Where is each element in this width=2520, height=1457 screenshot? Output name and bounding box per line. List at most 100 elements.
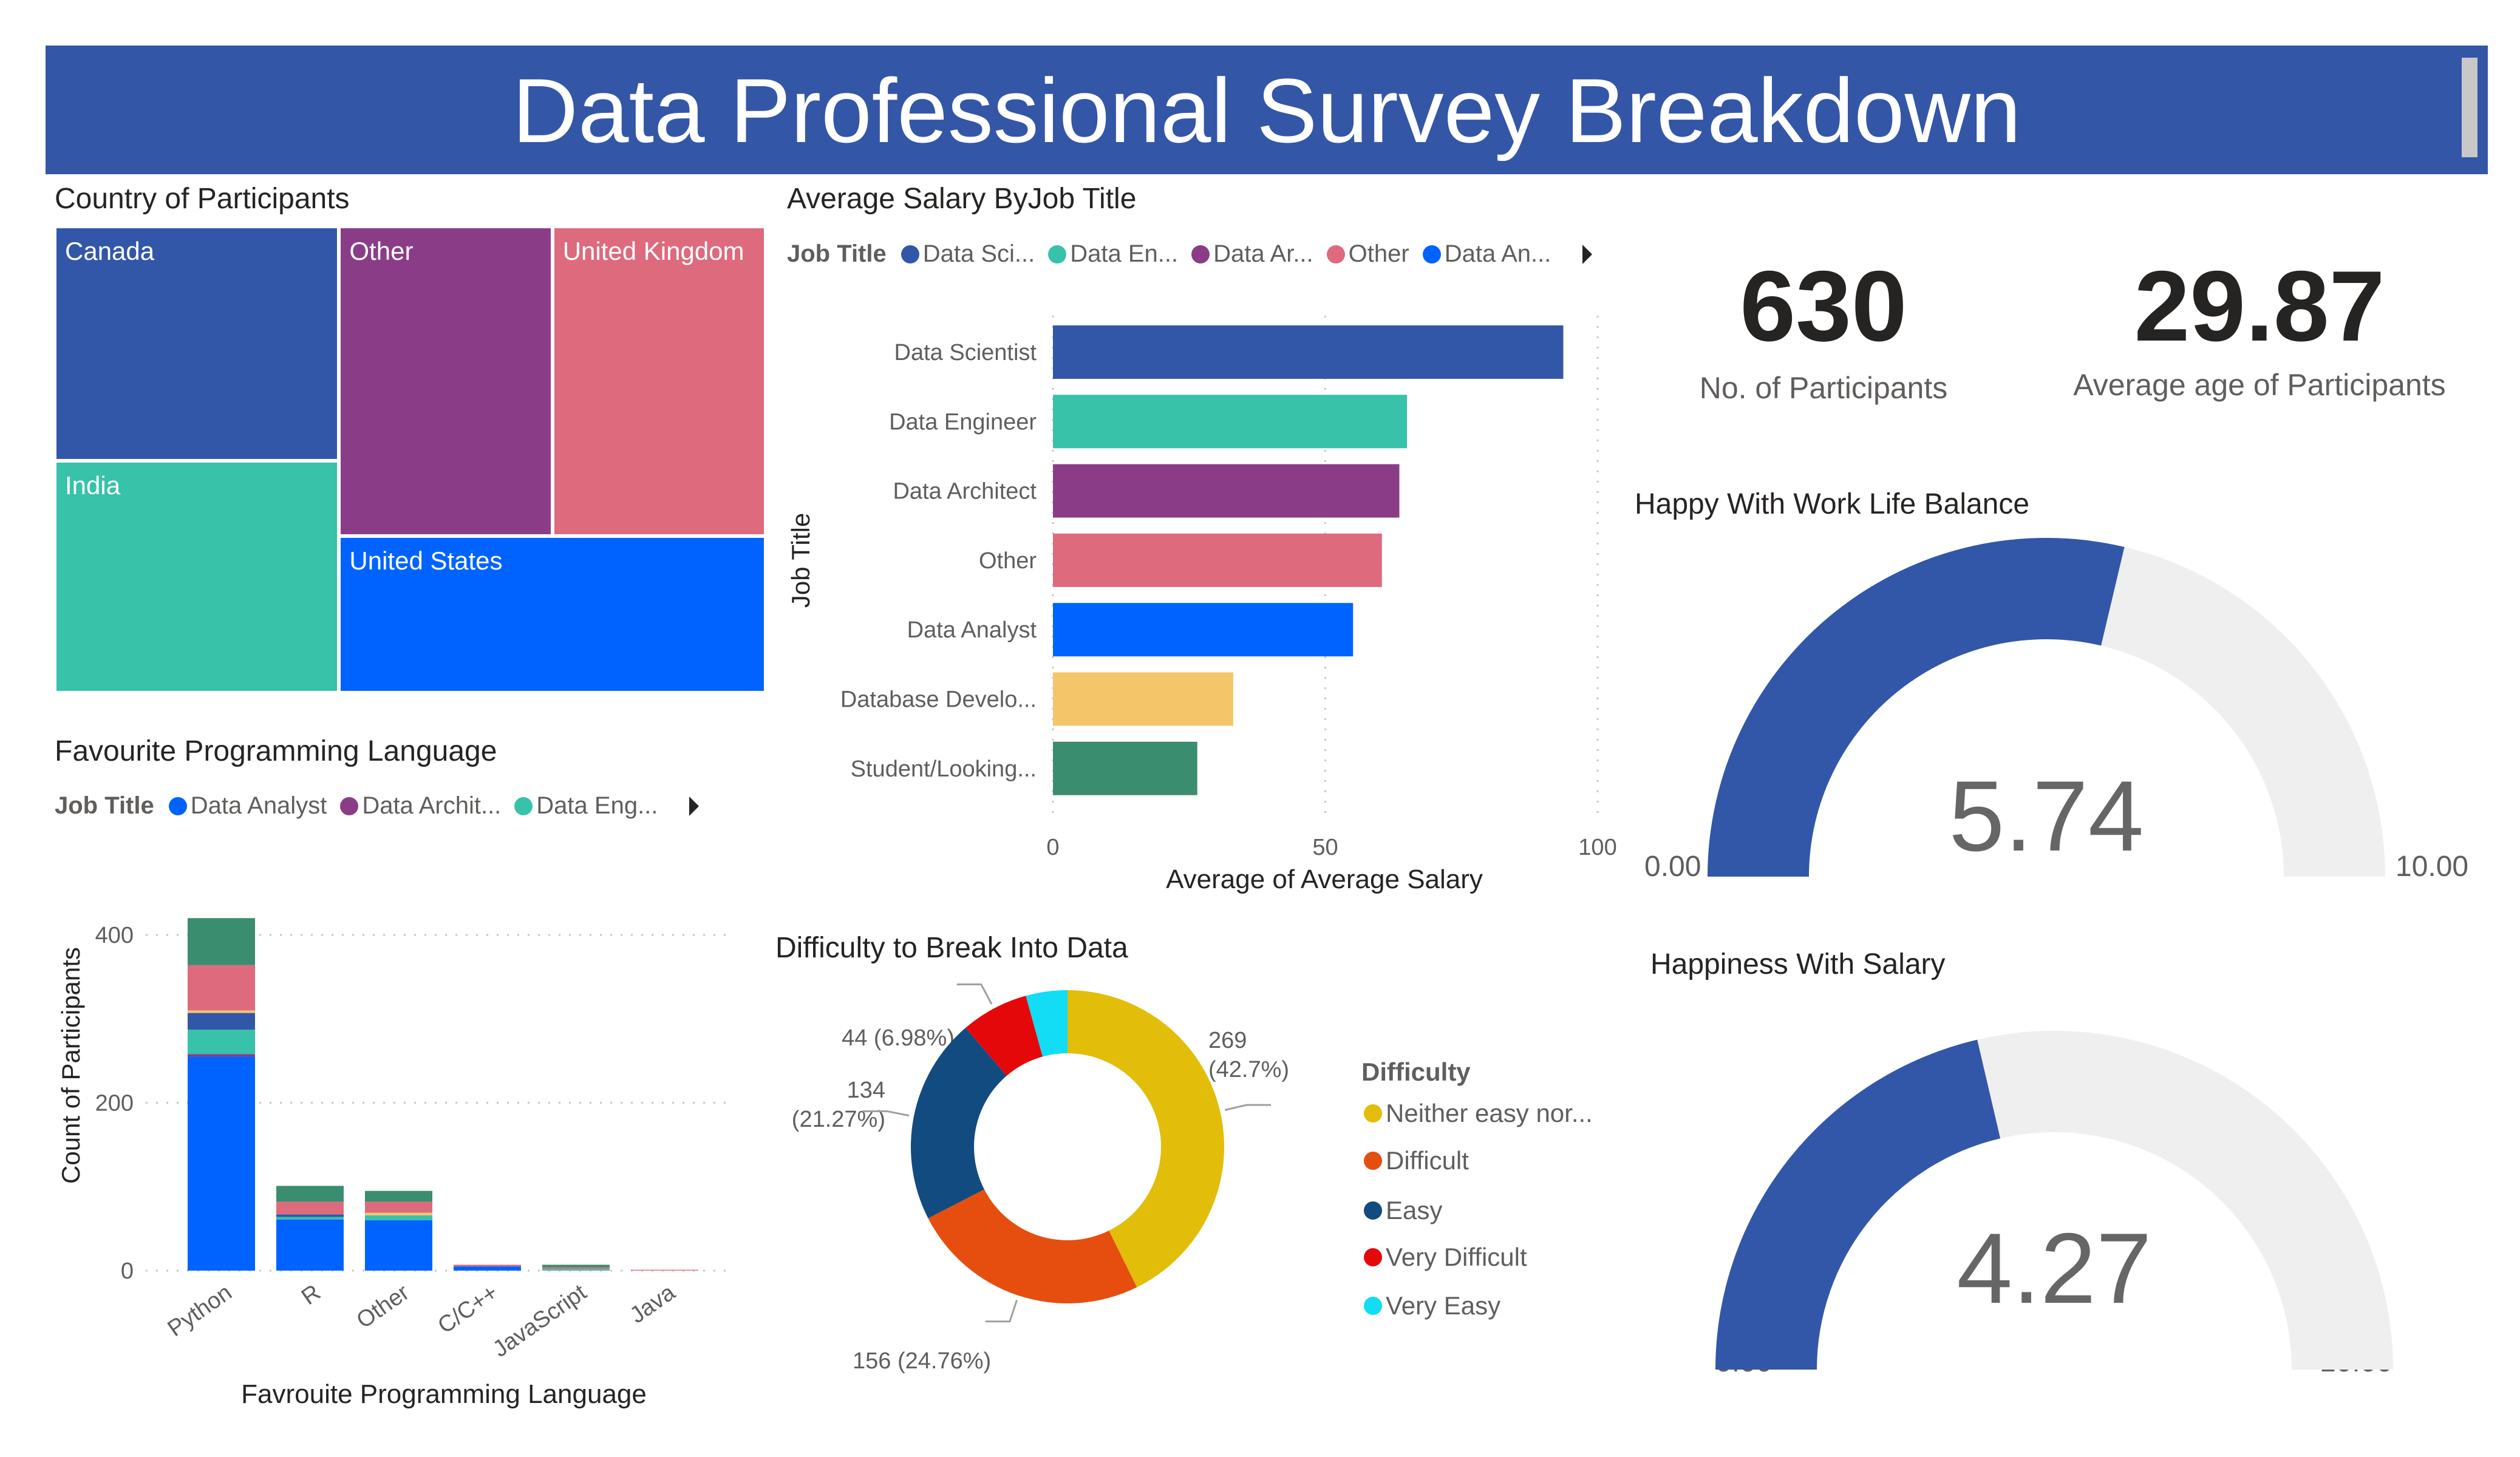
salary-bar[interactable]	[1053, 741, 1197, 795]
legend-item[interactable]: Data Analyst	[168, 792, 327, 820]
legend-dot-icon	[1364, 1104, 1382, 1122]
stacked-bar-segment[interactable]	[188, 1010, 255, 1013]
salary-bar[interactable]	[1053, 395, 1408, 449]
legend-dot-icon	[901, 245, 919, 263]
salary-x-axis-label: Average of Average Salary	[1166, 864, 1483, 894]
treemap-tile-united-kingdom[interactable]: United Kingdom	[552, 226, 766, 536]
stacked-bar-segment[interactable]	[365, 1215, 432, 1221]
legend-dot-icon	[1364, 1201, 1382, 1220]
salary-chart-title: Average Salary ByJob Title	[787, 183, 1137, 215]
treemap-label: Other	[349, 237, 414, 265]
donut-slice[interactable]	[1026, 990, 1068, 1057]
legend-item[interactable]: Data Eng...	[514, 792, 658, 820]
stacked-bar-segment[interactable]	[188, 1056, 255, 1271]
stacked-bar-segment[interactable]	[188, 965, 255, 1011]
legend-label: Very Easy	[1386, 1291, 1501, 1320]
leader-line	[985, 1300, 1018, 1323]
stacked-bar-segment[interactable]	[365, 1201, 432, 1213]
donut-slice[interactable]	[965, 996, 1043, 1076]
legend-label: Data Eng...	[536, 792, 658, 819]
donut-legend-item[interactable]: Easy	[1364, 1196, 1442, 1225]
x-tick-label: JavaScript	[488, 1280, 591, 1362]
salary-bar[interactable]	[1053, 325, 1564, 379]
legend-dot-icon	[514, 796, 533, 815]
stacked-bar-segment[interactable]	[188, 1013, 255, 1030]
leader-line	[1224, 1104, 1272, 1111]
treemap-tile-united-states[interactable]: United States	[339, 535, 766, 693]
kpi-avg-age-label: Average age of Participants	[2073, 368, 2446, 402]
stacked-bar-segment[interactable]	[542, 1267, 610, 1269]
stacked-bar-segment[interactable]	[365, 1220, 432, 1271]
stacked-bar-segment[interactable]	[188, 918, 255, 965]
legend-title: Job Title	[55, 792, 154, 819]
treemap-tile-india[interactable]: India	[55, 460, 339, 693]
lang-chart-title: Favourite Programming Language	[55, 735, 497, 767]
donut-slice[interactable]	[1068, 990, 1225, 1288]
stacked-bar-segment[interactable]	[454, 1265, 521, 1267]
legend-label: Data Sci...	[922, 240, 1035, 267]
stacked-bar-segment[interactable]	[365, 1212, 432, 1215]
legend-item[interactable]: Data An...	[1422, 240, 1551, 268]
dashboard-title: Data Professional Survey Breakdown	[512, 59, 2021, 161]
legend-dot-icon	[1364, 1152, 1382, 1170]
donut-slice[interactable]	[928, 1189, 1137, 1303]
legend-label: Data An...	[1444, 240, 1551, 267]
salary-bar[interactable]	[1053, 533, 1382, 587]
category-label: Student/Looking...	[851, 756, 1037, 782]
legend-label: Data Analyst	[190, 792, 327, 819]
donut-slice[interactable]	[910, 1028, 1007, 1218]
treemap-tile-other[interactable]: Other	[339, 226, 553, 536]
stacked-bar-segment[interactable]	[542, 1269, 610, 1271]
donut-legend-item[interactable]: Difficult	[1364, 1146, 1469, 1175]
legend-next-arrow-icon[interactable]	[689, 796, 700, 816]
gauge-work-life-title: Happy With Work Life Balance	[1635, 488, 2030, 520]
lang-x-axis-label: Favrouite Programming Language	[241, 1379, 647, 1409]
legend-next-arrow-icon[interactable]	[1582, 244, 1593, 264]
stacked-bar-segment[interactable]	[276, 1186, 344, 1202]
stacked-bar-segment[interactable]	[188, 1054, 255, 1057]
stacked-bar-segment[interactable]	[276, 1201, 344, 1215]
donut-legend-item[interactable]: Very Easy	[1364, 1291, 1500, 1320]
treemap-tile-canada[interactable]: Canada	[55, 226, 339, 461]
y-tick-label: 200	[95, 1091, 134, 1116]
legend-dot-icon	[168, 796, 187, 815]
donut-legend-title: Difficulty	[1361, 1058, 1471, 1086]
treemap-label: India	[65, 470, 121, 500]
salary-bar[interactable]	[1053, 464, 1400, 518]
y-tick-label: 0	[121, 1258, 134, 1284]
legend-label: Data En...	[1070, 240, 1179, 267]
donut-title: Difficulty to Break Into Data	[775, 932, 1128, 964]
stacked-bar-segment[interactable]	[276, 1214, 344, 1217]
donut-legend-item[interactable]: Neither easy nor...	[1364, 1099, 1593, 1128]
category-label: Data Analyst	[907, 617, 1037, 643]
legend-item[interactable]: Data En...	[1048, 240, 1178, 268]
legend-label: Easy	[1386, 1196, 1443, 1224]
lang-legend: Job Title Data Analyst Data Archit... Da…	[55, 792, 700, 820]
stacked-bar-segment[interactable]	[276, 1219, 344, 1271]
leader-line	[956, 983, 993, 1005]
legend-item[interactable]: Data Sci...	[901, 240, 1035, 268]
x-tick-label: 50	[1312, 835, 1338, 860]
salary-legend: Job Title Data Sci... Data En... Data Ar…	[787, 240, 1593, 268]
legend-dot-icon	[340, 796, 359, 815]
salary-bar[interactable]	[1053, 603, 1354, 657]
stacked-bar-segment[interactable]	[631, 1269, 698, 1271]
legend-label: Data Ar...	[1213, 240, 1313, 267]
stacked-bar-segment[interactable]	[542, 1265, 610, 1268]
legend-dot-icon	[1048, 245, 1067, 263]
kpi-avg-age-value: 29.87	[2134, 250, 2385, 362]
stacked-bar-segment[interactable]	[188, 1030, 255, 1055]
legend-item[interactable]: Data Ar...	[1191, 240, 1313, 268]
legend-item[interactable]: Other	[1326, 240, 1409, 268]
stacked-bar-segment[interactable]	[276, 1217, 344, 1220]
scrollbar[interactable]	[2462, 58, 2477, 157]
salary-bar[interactable]	[1053, 672, 1233, 726]
stacked-bar-segment[interactable]	[365, 1190, 432, 1202]
treemap-label: Canada	[65, 237, 155, 265]
kpi-participants-value: 630	[1740, 250, 1907, 362]
leader-line	[862, 1110, 910, 1117]
stacked-bar-segment[interactable]	[454, 1266, 521, 1271]
donut-legend-item[interactable]: Very Difficult	[1364, 1243, 1527, 1272]
legend-item[interactable]: Data Archit...	[340, 792, 501, 820]
